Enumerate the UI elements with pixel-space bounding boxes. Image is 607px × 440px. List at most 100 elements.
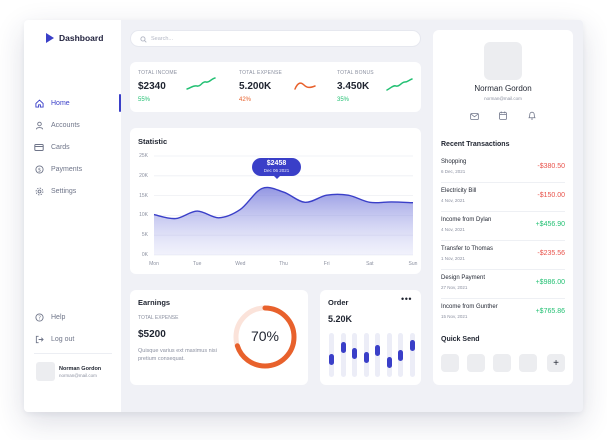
gear-icon: [34, 186, 44, 196]
sidebar-item-accounts[interactable]: Accounts: [34, 114, 121, 136]
stat-total-bonus: TOTAL BONUS 3.450K 35%: [337, 70, 374, 103]
calendar-button[interactable]: [495, 108, 511, 124]
transaction-amount: -$380.50: [537, 163, 565, 170]
tooltip-date: Dec 06 2021: [263, 168, 290, 173]
sidebar-nav: Home Accounts Cards $ Payments: [34, 92, 121, 202]
quick-send-contact[interactable]: [441, 354, 459, 372]
y-tick-label: 0K: [141, 252, 148, 258]
sidebar-item-settings[interactable]: Settings: [34, 180, 121, 202]
trend-down-sparkline: [294, 82, 316, 90]
earnings-description: Quisque varius ext maximus nisi pretium …: [138, 348, 217, 362]
sidebar-item-label: Help: [51, 313, 66, 321]
mail-button[interactable]: [466, 108, 482, 124]
svg-text:$: $: [37, 167, 40, 173]
chart-tooltip: $2458 Dec 06 2021: [252, 158, 301, 179]
transaction-name: Transfer to Thomas: [441, 246, 494, 252]
transaction-row[interactable]: Electricity Bill 4 Nov, 2021 -$150.00: [441, 183, 565, 212]
earnings-label: TOTAL EXPENSE: [138, 315, 179, 321]
transaction-name: Income from Gunther: [441, 304, 498, 310]
stat-label: TOTAL EXPENSE: [239, 70, 283, 76]
transaction-amount: +$456.90: [535, 221, 565, 228]
transaction-row[interactable]: Shopping 6 Dec, 2021 -$380.50: [441, 154, 565, 183]
add-contact-button[interactable]: +: [547, 354, 565, 372]
y-tick-label: 15K: [139, 192, 148, 199]
quick-send-contact[interactable]: [493, 354, 511, 372]
y-tick-label: 20K: [139, 172, 148, 179]
sidebar-item-payments[interactable]: $ Payments: [34, 158, 121, 180]
sidebar-item-label: Log out: [51, 335, 75, 343]
sidebar-item-cards[interactable]: Cards: [34, 136, 121, 158]
avatar: [36, 362, 55, 381]
order-bar-track: [386, 333, 392, 377]
earnings-donut: [233, 305, 297, 369]
earnings-percent: 70%: [250, 328, 280, 344]
order-bar: [409, 339, 415, 351]
svg-text:?: ?: [38, 315, 41, 321]
transaction-name: Income from Dylan: [441, 217, 492, 223]
transaction-row[interactable]: Transfer to Thomas 1 Nov, 2021 -$235.56: [441, 241, 565, 270]
order-bar-track: [340, 333, 346, 377]
transaction-date: 15 Nov, 2021: [441, 314, 468, 319]
order-bar: [386, 356, 392, 368]
trend-up-sparkline: [186, 77, 216, 90]
quick-send-contact[interactable]: [467, 354, 485, 372]
more-icon[interactable]: •••: [401, 294, 412, 304]
dollar-icon: $: [34, 164, 44, 174]
x-tick-label: Mon: [149, 261, 159, 267]
search-input[interactable]: [151, 35, 391, 42]
donut-progress-arc: [233, 305, 297, 369]
earnings-title: Earnings: [138, 298, 171, 307]
stats-card: TOTAL INCOME $2340 55% TOTAL EXPENSE 5.2…: [130, 62, 421, 112]
dashboard-window: Dashboard Home Accounts Cards: [24, 20, 583, 412]
order-title: Order: [328, 298, 349, 307]
statistic-title: Statistic: [138, 137, 168, 146]
bell-icon: [528, 107, 536, 125]
sidebar-item-logout[interactable]: Log out: [34, 328, 121, 350]
play-logo-icon: [46, 33, 54, 43]
quick-send-contact[interactable]: [519, 354, 537, 372]
series-line: [153, 186, 414, 220]
stat-change: 35%: [337, 97, 350, 103]
stat-label: TOTAL INCOME: [138, 70, 178, 76]
stat-value: $2340: [138, 81, 166, 92]
order-bar: [375, 344, 380, 356]
order-bar: [340, 342, 346, 354]
sidebar-item-label: Home: [51, 99, 70, 107]
brand-name: Dashboard: [59, 33, 104, 43]
calendar-icon: [499, 107, 507, 125]
earnings-card: Earnings TOTAL EXPENSE $5200 Quisque var…: [130, 290, 308, 385]
transaction-date: 1 Nov, 2021: [441, 256, 465, 261]
x-tick-label: Wed: [235, 261, 246, 267]
stat-total-income: TOTAL INCOME $2340 55%: [138, 70, 177, 103]
y-tick-label: 5K: [141, 232, 148, 239]
sidebar-item-help[interactable]: ? Help: [34, 306, 121, 328]
transaction-date: 4 Nov, 2021: [441, 227, 465, 232]
profile-email: norman@mail.com: [484, 96, 522, 101]
order-bar: [363, 352, 369, 364]
transaction-row[interactable]: Income from Gunther 15 Nov, 2021 +$765.86: [441, 299, 565, 328]
home-icon: [34, 98, 44, 108]
tooltip-value: $2458: [266, 160, 287, 167]
recent-transactions-title: Recent Transactions: [441, 141, 510, 148]
sidebar-user[interactable]: Norman Gordon norman@mail.com: [36, 362, 101, 381]
earnings-value: $5200: [138, 329, 166, 340]
brand[interactable]: Dashboard: [46, 33, 103, 43]
x-tick-label: Sat: [366, 261, 374, 267]
statistic-chart[interactable]: [130, 128, 421, 274]
x-tick-label: Fri: [323, 261, 330, 267]
transaction-row[interactable]: Income from Dylan 4 Nov, 2021 +$456.90: [441, 212, 565, 241]
x-tick-label: Sun: [408, 261, 418, 267]
transaction-row[interactable]: Design Payment 27 Nov, 2021 +$986.00: [441, 270, 565, 299]
notification-button[interactable]: [524, 108, 540, 124]
transaction-date: 27 Nov, 2021: [441, 285, 468, 290]
stat-change: 42%: [239, 97, 252, 103]
order-bar: [352, 347, 357, 359]
trend-up-sparkline: [386, 78, 413, 91]
stat-label: TOTAL BONUS: [337, 70, 374, 76]
y-tick-label: 10K: [139, 212, 148, 219]
logout-icon: [34, 334, 44, 344]
profile-avatar[interactable]: [484, 42, 522, 80]
search-icon: [140, 30, 147, 48]
sidebar: Dashboard Home Accounts Cards: [24, 20, 121, 412]
sidebar-item-home[interactable]: Home: [34, 92, 121, 114]
